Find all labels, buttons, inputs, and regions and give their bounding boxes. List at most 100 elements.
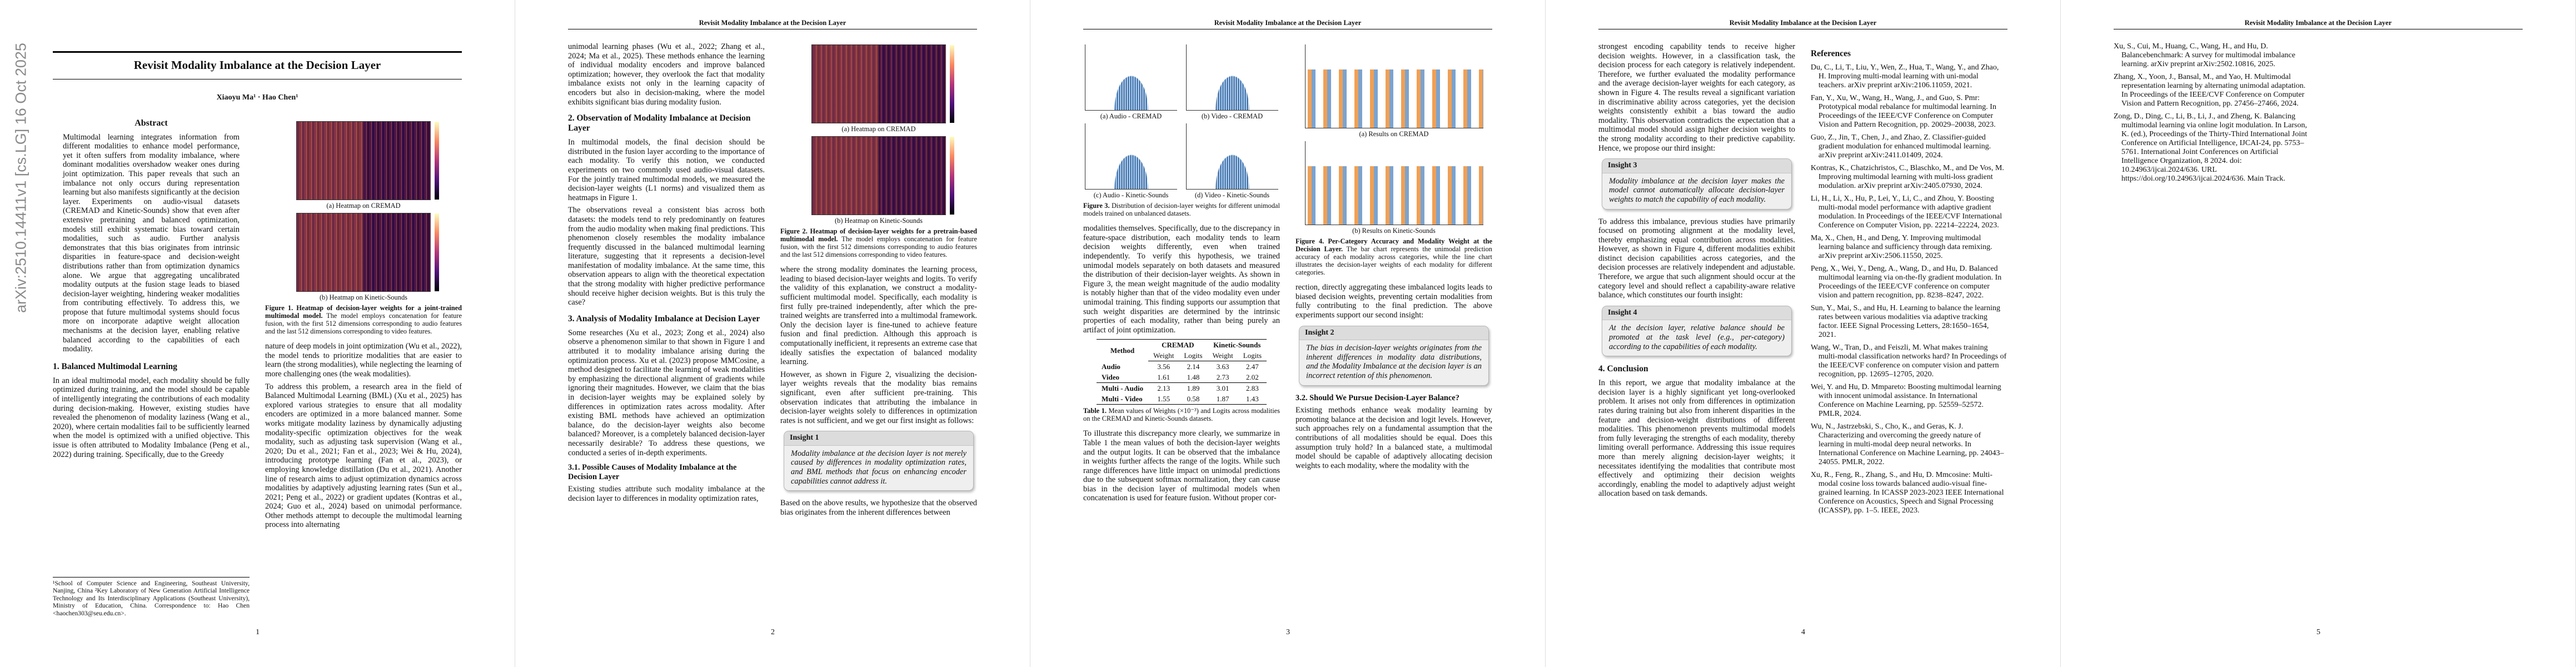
paragraph: The observations reveal a consistent bia… — [568, 206, 765, 307]
reference: Wu, N., Jastrzebski, S., Cho, K., and Ge… — [1811, 422, 2004, 466]
running-header: Revisit Modality Imbalance at the Decisi… — [2114, 19, 2523, 29]
paragraph: In an ideal multimodal model, each modal… — [53, 376, 250, 459]
insight-text: Modality imbalance at the decision layer… — [791, 449, 966, 486]
table-row: Video 1.61 1.48 2.73 2.02 — [1097, 372, 1267, 383]
paragraph: modalities themselves. Specifically, due… — [1083, 224, 1280, 335]
figure: (a) Heatmap on CREMAD (b) Heatmap on Kine… — [780, 44, 977, 225]
table-cell: 3.63 — [1216, 362, 1229, 371]
insight-box: Insight 1 Modality imbalance at the decis… — [784, 431, 974, 491]
table-subheader-cell: Logits — [1179, 350, 1208, 362]
page: Revisit Modality Imbalance at the Decisi… — [1030, 0, 1546, 667]
panel-label: (c) Audio - Kinetic-Sounds — [1093, 191, 1169, 199]
running-header: Revisit Modality Imbalance at the Decisi… — [568, 19, 977, 29]
table-subheader-cell: Logits — [1238, 350, 1267, 362]
table: Method CREMAD Kinetic-Sounds Weight Logits We… — [1096, 339, 1267, 405]
figure-graphic — [296, 212, 439, 292]
paragraph: To illustrate this discrepancy more clea… — [1083, 429, 1280, 503]
figure-panel: (a) Results on CREMAD — [1304, 44, 1483, 139]
table-row: Multi - Video 1.55 0.58 1.87 1.43 — [1096, 394, 1267, 405]
panel-label: (a) Heatmap on CREMAD — [841, 125, 916, 133]
insight-box: Insight 4 At the decision layer, relative… — [1602, 305, 1792, 357]
insight-title: Insight 3 — [1602, 159, 1791, 173]
footnote: ¹School of Computer Science and Engineer… — [53, 577, 250, 617]
figure-panel: (b) Heatmap on Kinetic-Sounds — [811, 136, 954, 226]
reference: Zong, D., Ding, C., Li, B., Li, J., and … — [2114, 112, 2308, 183]
column: strongest encoding capability tends to r… — [1598, 42, 1795, 617]
reference: Kontras, K., Chatzichristos, C., Blaschk… — [1811, 164, 2004, 190]
reference: Xu, R., Feng, R., Zhang, S., and Hu, D. … — [1811, 471, 2004, 515]
page: Revisit Modality Imbalance at the Decisi… — [515, 0, 1030, 667]
figure-graphic — [1186, 44, 1278, 111]
panel-label: (b) Results on Kinetic-Sounds — [1352, 226, 1436, 235]
caption-text: The model employs concatenation for feat… — [780, 235, 977, 259]
table-cell: Audio — [1101, 362, 1120, 371]
figure-graphic — [1186, 123, 1278, 190]
page: Revisit Modality Imbalance at the Decisi… — [2061, 0, 2576, 667]
column: (a) Heatmap on CREMAD (b) Heatmap on Kine… — [265, 119, 462, 617]
panel-label: (a) Heatmap on CREMAD — [326, 202, 401, 210]
table-header-cell: Kinetic-Sounds — [1207, 339, 1267, 351]
table-cell: 3.56 — [1157, 362, 1170, 371]
panel-label: (b) Heatmap on Kinetic-Sounds — [835, 216, 923, 225]
paragraph: rection, directly aggregating these imba… — [1296, 283, 1492, 320]
table-header-cell: Method — [1096, 339, 1149, 361]
table-cell: 1.89 — [1179, 382, 1208, 394]
paragraph: unimodal learning phases (Wu et al., 202… — [568, 42, 765, 107]
paragraph: In multimodal models, the final decision… — [568, 138, 765, 202]
page-number: 3 — [1286, 628, 1290, 636]
page-number: 5 — [2316, 628, 2320, 636]
table-cell: 1.48 — [1187, 373, 1200, 382]
figure-panel: (b) Results on Kinetic-Sounds — [1304, 141, 1483, 236]
paragraph: To address this imbalance, previous stud… — [1598, 217, 1795, 300]
caption: Figure 4. Per-Category Accuracy and Moda… — [1296, 237, 1492, 276]
figure-panel: (b) Heatmap on Kinetic-Sounds — [296, 212, 439, 302]
figure-panel: (d) Video - Kinetic-Sounds — [1184, 123, 1280, 200]
subsection-heading: 3.2. Should We Pursue Decision-Layer Bal… — [1296, 393, 1459, 402]
table-cell: 1.55 — [1148, 394, 1179, 405]
figure-graphic — [811, 136, 954, 215]
paragraph: Existing studies attribute such modality… — [568, 485, 765, 503]
panel-label: (a) Audio - CREMAD — [1100, 112, 1162, 120]
page: Revisit Modality Imbalance at the Decisi… — [1546, 0, 2061, 667]
caption-label: Figure 2. — [780, 227, 808, 236]
paper-title: Revisit Modality Imbalance at the Decisi… — [53, 51, 462, 79]
reference: Li, H., Li, X., Hu, P., Lei, Y., Li, C.,… — [1811, 195, 2002, 230]
column: (a) Audio - CREMAD (b) Video - CREMAD (c) … — [1083, 42, 1280, 617]
section-heading: 1. Balanced Multimodal Learning — [53, 361, 177, 371]
figure: (a) Heatmap on CREMAD (b) Heatmap on Kine… — [265, 121, 462, 302]
figure-graphic — [811, 44, 954, 123]
panel-label: (a) Results on CREMAD — [1359, 130, 1429, 138]
column: (a) Results on CREMAD (b) Results on Kine… — [1296, 42, 1492, 617]
caption-text: The model employs concatenation for feat… — [265, 312, 462, 336]
insight-title: Insight 2 — [1299, 326, 1488, 341]
reference: Guo, Z., Jin, T., Chen, J., and Zhao, Z.… — [1811, 133, 1991, 160]
table-cell: 2.47 — [1246, 362, 1259, 371]
figure-graphic — [1085, 44, 1177, 111]
table-cell: 1.87 — [1207, 394, 1238, 405]
insight-box: Insight 3 Modality imbalance at the decis… — [1602, 158, 1792, 210]
caption: Figure 1. Heatmap of decision-layer weig… — [265, 304, 462, 335]
panel-label: (b) Video - CREMAD — [1201, 112, 1263, 120]
figure-graphic — [1085, 123, 1177, 190]
table-cell: 2.83 — [1238, 382, 1267, 394]
column: Abstract Multimodal learning integrates i… — [53, 119, 250, 574]
section-heading: References — [1811, 49, 1851, 58]
table-cell: 1.43 — [1238, 394, 1267, 405]
table-cell: 0.58 — [1179, 394, 1208, 405]
page: arXiv:2510.14411v1 [cs.LG] 16 Oct 2025 Re… — [0, 0, 515, 667]
insight-title: Insight 1 — [784, 431, 973, 446]
figure-graphic — [296, 121, 439, 200]
caption: Figure 2. Heatmap of decision-layer weig… — [780, 227, 977, 258]
figure-graphic — [1304, 141, 1483, 225]
section-heading: 2. Observation of Modality Imbalance at … — [568, 113, 751, 133]
page-number: 2 — [771, 628, 775, 636]
paragraph: Based on the above results, we hypothesi… — [780, 499, 977, 517]
table-row: Multi - Audio 2.13 1.89 3.01 2.83 — [1096, 382, 1267, 394]
figure: (a) Audio - CREMAD (b) Video - CREMAD (c) … — [1083, 44, 1280, 200]
section-heading: 3. Analysis of Modality Imbalance at Dec… — [568, 313, 760, 323]
table-cell: 2.13 — [1148, 382, 1179, 394]
table-cell: 1.61 — [1157, 373, 1170, 382]
caption-text: Mean values of Weights (×10⁻³) and Logit… — [1083, 407, 1280, 423]
